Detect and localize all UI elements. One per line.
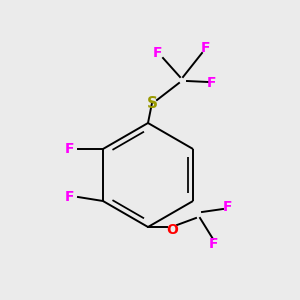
- Text: F: F: [65, 142, 75, 156]
- Text: F: F: [153, 46, 163, 60]
- Text: F: F: [65, 190, 75, 204]
- Text: F: F: [201, 41, 211, 55]
- Text: F: F: [209, 237, 219, 251]
- Text: O: O: [166, 223, 178, 237]
- Text: F: F: [207, 76, 217, 90]
- Text: S: S: [146, 95, 158, 110]
- Text: F: F: [223, 200, 233, 214]
